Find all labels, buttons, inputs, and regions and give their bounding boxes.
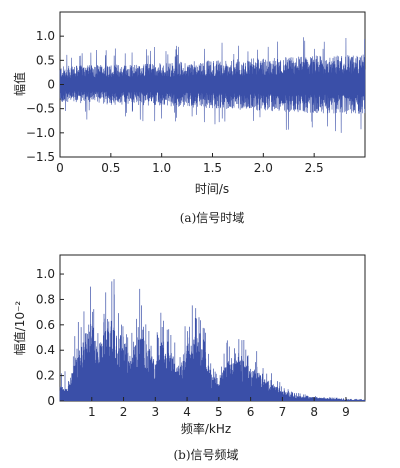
panel-b: 1 2 3 4 5 6 7 8 9 0 0.2 0.4 0.6 0.8 1.0 频率/kHz 幅值/10⁻…	[12, 254, 366, 462]
panel-b-y-ticks: 0 0.2 0.4 0.6 0.8 1.0	[36, 267, 64, 408]
x-tick-label: 2.5	[305, 161, 324, 175]
y-tick-label: 0.8	[36, 292, 55, 306]
x-tick-label: 7	[279, 405, 287, 419]
panel-a-x-axis-label: 时间/s	[195, 182, 229, 196]
panel-a: 0 0.5 1.0 1.5 2.0 2.5 −1.5 −1.0 −0.5 0 0.5 1.0 时间/…	[12, 11, 366, 225]
y-tick-label: 0.6	[36, 318, 55, 332]
panel-a-y-axis-label: 幅值	[12, 72, 27, 96]
x-tick-label: 2.0	[254, 161, 273, 175]
panel-b-x-ticks: 1 2 3 4 5 6 7 8 9	[88, 397, 350, 419]
y-tick-label: 0.5	[36, 53, 55, 67]
x-tick-label: 0.5	[101, 161, 120, 175]
x-tick-label: 2	[120, 405, 128, 419]
panel-b-spectrum	[59, 279, 366, 401]
y-tick-label: 0.4	[36, 343, 55, 357]
y-tick-label: 0	[47, 394, 55, 408]
y-tick-label: −1.5	[26, 150, 55, 164]
panel-b-x-axis-label: 频率/kHz	[181, 421, 231, 436]
x-tick-label: 6	[247, 405, 255, 419]
y-tick-label: 0	[47, 78, 55, 92]
x-tick-label: 0	[56, 161, 64, 175]
x-tick-label: 1.0	[152, 161, 171, 175]
panel-b-y-axis-label: 幅值/10⁻²	[12, 301, 27, 356]
y-tick-label: 0.2	[36, 369, 55, 383]
x-tick-label: 5	[215, 405, 223, 419]
y-tick-label: 1.0	[36, 267, 55, 281]
x-tick-label: 1	[88, 405, 96, 419]
panel-b-spectrum-trace	[59, 279, 366, 401]
panel-a-y-ticks: −1.5 −1.0 −0.5 0 0.5 1.0	[26, 29, 64, 164]
x-tick-label: 1.5	[203, 161, 222, 175]
x-tick-label: 4	[183, 405, 191, 419]
panel-a-caption: (a)信号时域	[180, 211, 245, 225]
panel-a-signal	[59, 37, 366, 133]
x-tick-label: 8	[310, 405, 318, 419]
x-tick-label: 9	[342, 405, 350, 419]
panel-b-caption: (b)信号频域	[173, 448, 238, 462]
x-tick-label: 3	[151, 405, 159, 419]
panel-a-x-ticks: 0 0.5 1.0 1.5 2.0 2.5	[56, 153, 324, 175]
y-tick-label: −1.0	[26, 126, 55, 140]
y-tick-label: −0.5	[26, 102, 55, 116]
y-tick-label: 1.0	[36, 29, 55, 43]
panel-a-signal-trace	[59, 37, 366, 133]
